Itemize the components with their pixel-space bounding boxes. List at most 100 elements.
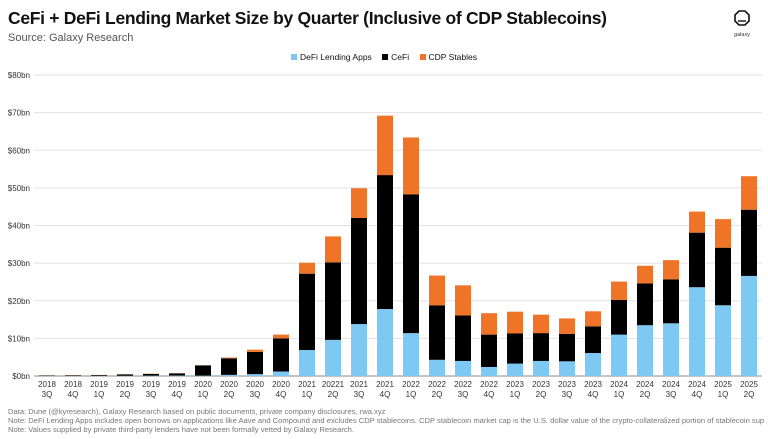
bar-cdp — [507, 311, 523, 334]
y-tick-label: $80bn — [8, 71, 30, 80]
bar-cdp — [221, 357, 237, 359]
footnotes: Data: Dune (@kyresearch), Galaxy Researc… — [8, 407, 764, 434]
bar-cdp — [637, 265, 653, 284]
x-tick-quarter: 4Q — [588, 390, 599, 399]
bar-defi — [611, 334, 627, 376]
bar-defi — [325, 339, 341, 376]
x-tick-year: 2018 — [38, 380, 56, 389]
x-tick-year: 2018 — [64, 380, 82, 389]
bar-cdp — [299, 262, 315, 274]
x-tick-quarter: 3Q — [354, 390, 365, 399]
legend-swatch-cefi — [382, 54, 389, 60]
bar-cdp — [689, 211, 705, 233]
bar-cefi — [403, 194, 419, 334]
x-tick-year: 2019 — [142, 380, 160, 389]
x-tick-year: 2023 — [506, 380, 524, 389]
chart-title: CeFi + DeFi Lending Market Size by Quart… — [8, 8, 607, 28]
x-tick-quarter: 4Q — [692, 390, 703, 399]
bar-cdp — [741, 176, 757, 210]
x-tick-quarter: 3Q — [458, 390, 469, 399]
legend-item-cdp: CDP Stables — [419, 52, 477, 62]
bar-defi — [663, 323, 679, 376]
bar-defi — [273, 371, 289, 376]
bar-cdp — [325, 236, 341, 263]
legend-swatch-cdp — [419, 54, 426, 60]
y-tick-label: $30bn — [8, 259, 30, 268]
x-tick-year: 2025 — [714, 380, 732, 389]
bar-defi — [559, 361, 575, 376]
bar-cdp — [585, 311, 601, 327]
stacked-bar-chart: $0bn $10bn $20bn $30bn $40bn $50bn $60bn $70bn $… — [8, 71, 762, 399]
legend-item-defi: DeFi Lending Apps — [290, 52, 372, 62]
bar-cefi — [663, 279, 679, 324]
bar-cefi — [273, 338, 289, 372]
x-tick-quarter: 4Q — [68, 390, 79, 399]
bar-cdp — [663, 260, 679, 280]
y-tick-label: $60bn — [8, 146, 30, 155]
x-tick-year: 2020 — [220, 380, 238, 389]
x-tick-year: 2019 — [116, 380, 134, 389]
x-tick-quarter: 1Q — [198, 390, 209, 399]
x-tick-quarter: 3Q — [250, 390, 261, 399]
x-tick-quarter: 2Q — [432, 390, 443, 399]
bar-cefi — [429, 305, 445, 360]
x-tick-quarter: 1Q — [94, 390, 105, 399]
x-tick-quarter: 2Q — [328, 390, 339, 399]
x-tick-quarter: 1Q — [718, 390, 729, 399]
x-tick-quarter: 1Q — [510, 390, 521, 399]
x-tick-year: 2020 — [272, 380, 290, 389]
chart-legend: DeFi Lending Apps CeFi CDP Stables — [0, 52, 768, 62]
bar-cefi — [143, 373, 159, 376]
bar-cdp — [715, 219, 731, 248]
bar-cefi — [741, 209, 757, 276]
x-tick-quarter: 1Q — [614, 390, 625, 399]
bar-cdp — [247, 349, 263, 352]
bar-cdp — [273, 334, 289, 339]
x-tick-year: 2024 — [636, 380, 654, 389]
bar-cefi — [455, 315, 471, 361]
legend-label-cefi: CeFi — [391, 52, 410, 62]
bar-cefi — [533, 333, 549, 361]
legend-item-cefi: CeFi — [382, 52, 409, 62]
bar-cefi — [195, 365, 211, 376]
bar-cefi — [117, 374, 133, 376]
x-tick-year: 2020 — [194, 380, 212, 389]
chart-subtitle: Source: Galaxy Research — [8, 32, 134, 44]
x-tick-year: 2022 — [402, 380, 420, 389]
footnote-vetting-note: Note: Values supplied by private third-p… — [8, 425, 354, 434]
bar-cefi — [689, 232, 705, 288]
x-tick-year: 2022 — [454, 380, 472, 389]
y-tick-label: $20bn — [8, 297, 30, 306]
x-tick-quarter: 4Q — [276, 390, 287, 399]
x-tick-quarter: 4Q — [484, 390, 495, 399]
bar-cefi — [299, 273, 315, 351]
bar-cefi — [351, 217, 367, 325]
x-tick-quarter: 4Q — [172, 390, 183, 399]
footnote-data-source: Data: Dune (@kyresearch), Galaxy Researc… — [8, 407, 386, 416]
bar-defi — [481, 366, 497, 376]
bar-cdp — [611, 281, 627, 300]
x-tick-quarter: 1Q — [302, 390, 313, 399]
x-tick-year: 2022 — [480, 380, 498, 389]
bar-cdp — [481, 313, 497, 335]
x-tick-year: 2025 — [740, 380, 758, 389]
x-tick-quarter: 3Q — [562, 390, 573, 399]
bar-cdp — [377, 115, 393, 176]
x-tick-year: 2019 — [168, 380, 186, 389]
x-tick-quarter: 3Q — [666, 390, 677, 399]
x-tick-quarter: 2Q — [536, 390, 547, 399]
x-tick-quarter: 2Q — [224, 390, 235, 399]
bar-defi — [507, 363, 523, 376]
y-tick-label: $70bn — [8, 109, 30, 118]
bar-cefi — [507, 333, 523, 364]
bar-cdp — [559, 318, 575, 334]
bar-defi — [377, 309, 393, 376]
bar-cefi — [559, 333, 575, 362]
bar-cefi — [585, 326, 601, 354]
x-tick-year: 2021 — [376, 380, 394, 389]
y-tick-label: $40bn — [8, 222, 30, 231]
bar-cefi — [715, 247, 731, 306]
bar-cdp — [403, 137, 419, 195]
bar-defi — [715, 305, 731, 376]
x-tick-quarter: 2Q — [120, 390, 131, 399]
